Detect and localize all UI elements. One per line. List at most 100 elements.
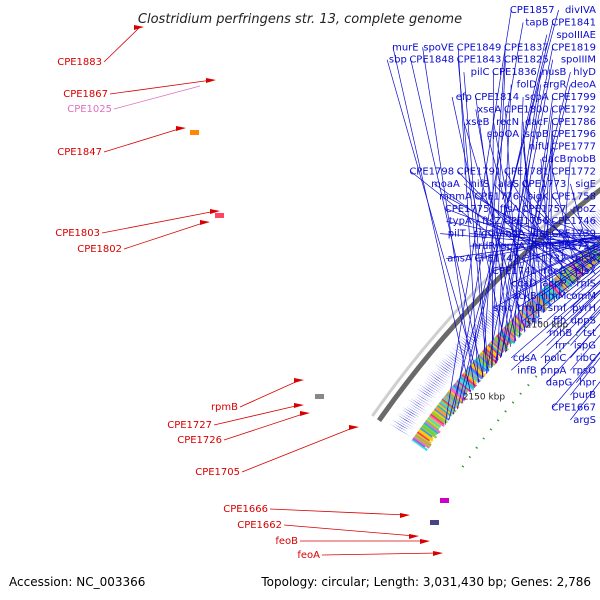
gene-label: argS: [573, 415, 596, 426]
leader-line: [469, 240, 600, 247]
cog-segment: [434, 406, 449, 418]
gene-label: CPE1742: [474, 254, 519, 265]
cog-segment: [442, 396, 457, 409]
gene-label: deoA: [571, 80, 597, 91]
gene-label: uppS: [571, 316, 596, 327]
gene-label: fmt: [532, 241, 549, 252]
gene-label: CPE1705: [195, 467, 240, 478]
leader-line: [510, 289, 600, 371]
gene-label: rpoZ: [573, 204, 597, 215]
feature-block: [215, 213, 224, 218]
gene-label: dapG: [546, 378, 573, 389]
cog-segment: [555, 275, 567, 288]
track-marker: [482, 437, 485, 440]
gene-arrow: [527, 270, 544, 285]
cog-segment: [418, 428, 434, 440]
gene-label: feoB: [275, 536, 298, 547]
cog-segment: [430, 413, 445, 425]
leader-line: [576, 305, 600, 334]
cog-segment: [438, 401, 455, 415]
gene-label: rpsO: [572, 365, 596, 376]
leader-line: [440, 233, 600, 248]
leader-line: [113, 85, 201, 110]
gene-label: pyrH: [572, 303, 596, 314]
gene-arrow: [523, 269, 539, 283]
position-tick-label: 2150 kbp: [463, 392, 506, 402]
leader-line: [496, 84, 512, 362]
leader-line: [505, 84, 571, 353]
cog-segment: [416, 430, 431, 442]
gene-label: CPE1848: [409, 55, 454, 66]
gene-label: divIVA: [565, 5, 596, 16]
gene-arrow: [392, 419, 410, 430]
gene-label: CPE1843: [457, 55, 502, 66]
gene-arrow: [534, 261, 551, 276]
gene-label: tst: [583, 328, 596, 339]
gene-label: coaD: [511, 278, 537, 289]
cog-segment: [501, 328, 516, 343]
leader-line: [392, 47, 471, 393]
gene-label: murE: [392, 42, 419, 53]
rna-label: CPE1025: [67, 104, 112, 115]
leader-line: [523, 236, 600, 259]
cog-segment: [526, 302, 539, 315]
track-marker: [489, 428, 493, 431]
leader-line: [510, 280, 600, 359]
gene-arrow: [512, 279, 529, 293]
gene-arrow: [426, 375, 446, 389]
leader-line: [546, 265, 600, 309]
feature-block: [430, 520, 439, 525]
cog-segment: [447, 390, 464, 404]
feature-block: [440, 498, 449, 503]
gene-label: ansA: [447, 254, 472, 265]
gene-arrow: [589, 213, 600, 226]
gene-label: CPE1732: [522, 254, 567, 265]
gene-label: mobB: [567, 154, 596, 165]
gene-label: hpr: [579, 378, 597, 389]
gene-label: nifS: [471, 179, 490, 190]
gene-arrow: [393, 423, 408, 432]
cog-segment: [433, 408, 450, 421]
leader-line: [457, 47, 479, 384]
gene-arrow: [389, 423, 411, 437]
leader-line: [453, 22, 524, 414]
cog-segment: [513, 316, 526, 328]
accession-label: Accession: NC_003366: [9, 575, 145, 589]
leader-line: [451, 96, 507, 352]
leader-line: [499, 238, 600, 247]
cog-segment: [525, 303, 538, 316]
leader-line: [552, 351, 600, 408]
cog-segment: [574, 258, 587, 273]
position-tick-label: 2100 kbp: [526, 320, 569, 330]
cog-segment: [428, 415, 443, 427]
gene-label: feoA: [297, 550, 320, 561]
gene-label: CPE1756: [504, 216, 549, 227]
leader-line: [546, 274, 600, 321]
gene-label: CPE1857: [510, 5, 555, 16]
cog-segment: [488, 342, 502, 356]
genome-ring: [371, 178, 600, 423]
gene-arrow: [462, 331, 481, 346]
leader-line: [546, 323, 600, 383]
cog-segment: [452, 384, 467, 397]
leader-line: [422, 47, 475, 388]
cog-segment: [492, 337, 508, 352]
leader-line: [101, 210, 217, 234]
cog-segment: [417, 429, 434, 442]
gene-arrow: [566, 230, 581, 245]
gene-label: pilC: [471, 67, 490, 78]
leader-line: [570, 260, 600, 284]
gene-arrow: [556, 239, 573, 257]
gene-arrow: [448, 350, 466, 364]
cog-segment: [585, 249, 599, 265]
leader-line: [283, 524, 416, 537]
cog-segment: [511, 318, 525, 331]
track-marker: [475, 446, 478, 449]
cog-segment: [423, 422, 440, 435]
leader-line: [570, 252, 600, 272]
track-marker: [558, 350, 562, 353]
backbone-ring: [376, 186, 600, 423]
gene-label: plsX: [575, 254, 596, 265]
leader-line: [540, 255, 600, 297]
cog-segment: [539, 290, 551, 303]
